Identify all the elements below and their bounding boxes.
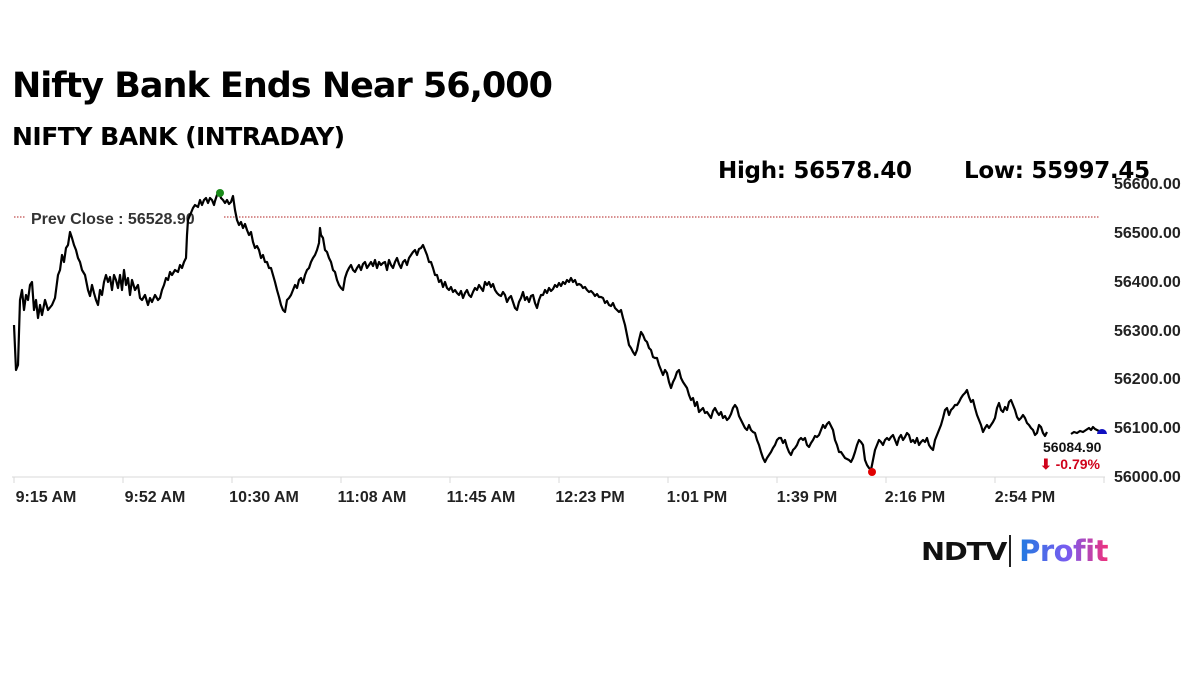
svg-text:12:23 PM: 12:23 PM: [555, 489, 624, 506]
svg-text:56300.00: 56300.00: [1114, 323, 1181, 340]
svg-text:1:39 PM: 1:39 PM: [777, 489, 837, 506]
svg-text:11:45 AM: 11:45 AM: [447, 489, 516, 506]
price-line: [12, 190, 1048, 472]
svg-text:9:52 AM: 9:52 AM: [125, 489, 186, 506]
svg-text:56200.00: 56200.00: [1114, 371, 1181, 388]
svg-text:2:54 PM: 2:54 PM: [995, 489, 1055, 506]
change-percent-label: ⬇ -0.79%: [1040, 456, 1101, 472]
chart-subtitle: NIFTY BANK (INTRADAY): [12, 122, 345, 151]
day-low-marker: [868, 468, 876, 476]
last-price-marker: [1097, 429, 1107, 434]
svg-text:56000.00: 56000.00: [1114, 469, 1181, 486]
svg-text:56400.00: 56400.00: [1114, 274, 1181, 291]
svg-text:56100.00: 56100.00: [1114, 420, 1181, 437]
day-low-label: Low: 55997.45: [964, 158, 1150, 184]
svg-text:9:15 AM: 9:15 AM: [16, 489, 77, 506]
y-axis-labels: 56600.00 56500.00 56400.00 56300.00 5620…: [1114, 176, 1181, 486]
price-line-tail: [1070, 425, 1100, 435]
svg-text:56500.00: 56500.00: [1114, 225, 1181, 242]
svg-text:10:30 AM: 10:30 AM: [229, 489, 299, 506]
ndtv-wordmark: NDTV: [921, 536, 1007, 566]
day-high-label: High: 56578.40: [718, 158, 912, 184]
x-axis-labels: 9:15 AM 9:52 AM 10:30 AM 11:08 AM 11:45 …: [16, 489, 1056, 506]
svg-text:56600.00: 56600.00: [1114, 176, 1181, 193]
svg-text:2:16 PM: 2:16 PM: [885, 489, 945, 506]
svg-text:11:08 AM: 11:08 AM: [338, 489, 407, 506]
last-price-label: 56084.90: [1043, 439, 1102, 455]
x-axis-ticks: [13, 477, 1105, 483]
day-high-marker: [216, 189, 224, 197]
logo-divider: [1009, 535, 1012, 567]
ndtv-profit-logo: NDTV Profit: [921, 533, 1108, 569]
svg-text:1:01 PM: 1:01 PM: [667, 489, 727, 506]
profit-wordmark: Profit: [1019, 534, 1108, 568]
prev-close-label: Prev Close : 56528.90: [31, 211, 195, 228]
prev-close-label-bg: [26, 206, 224, 228]
chart-title: Nifty Bank Ends Near 56,000: [12, 66, 553, 106]
